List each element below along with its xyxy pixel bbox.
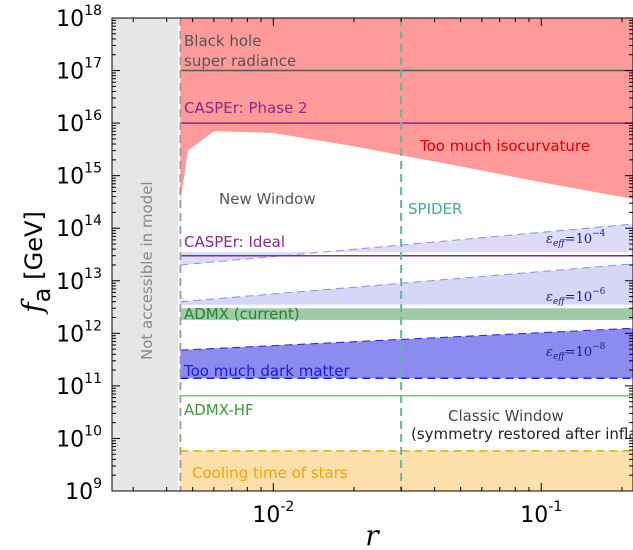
too-much-dm-label: Too much dark matter	[183, 362, 351, 380]
y-tick-label: 1012	[56, 318, 102, 347]
casper-phase2-label: CASPEr: Phase 2	[184, 99, 308, 117]
cooling-label: Cooling time of stars	[192, 464, 348, 482]
classic-window-label: Classic Window	[448, 407, 564, 425]
eps-label-1e-8: εeff=10−8	[546, 342, 606, 362]
eps-label-1e-4: εeff=10−4	[546, 229, 606, 249]
y-tick-label: 1014	[56, 213, 102, 242]
y-tick-label: 1018	[56, 3, 102, 32]
y-tick-label: 1013	[56, 266, 102, 295]
y-tick-label: 1017	[56, 56, 102, 85]
y-axis-unit: [GeV]	[20, 211, 48, 280]
x-tick-labels: 10-2 10-1	[252, 499, 562, 528]
y-tick-label: 1011	[56, 371, 102, 400]
x-tick-marks	[132, 18, 623, 491]
eps-band-1e-8	[180, 328, 633, 379]
admx-hf-label: ADMX-HF	[184, 401, 254, 419]
plot-frame	[111, 17, 633, 492]
black-hole-label-1: Black hole	[184, 32, 261, 50]
admx-current-band	[180, 308, 633, 320]
eps-edge-1e-6	[180, 263, 633, 303]
black-hole-label-2: super radiance	[184, 52, 296, 70]
eps-label-1e-6: εeff=10−6	[546, 287, 606, 307]
new-window-label: New Window	[219, 190, 316, 208]
y-axis-label: fa[GeV]	[16, 211, 56, 315]
eps-edge-1e-4	[180, 223, 633, 266]
casper-ideal-label: CASPEr: Ideal	[184, 233, 285, 251]
y-tick-marks	[112, 17, 633, 492]
y-axis-subscript: a	[28, 288, 56, 303]
isocurvature-region	[180, 18, 633, 202]
spider-label: SPIDER	[408, 200, 462, 218]
not-accessible-region	[112, 18, 178, 491]
too-much-isocurvature-label: Too much isocurvature	[419, 137, 590, 155]
not-accessible-label: Not accessible in model	[138, 181, 156, 360]
cooling-region	[180, 450, 633, 491]
y-tick-label: 109	[65, 476, 102, 505]
x-tick-label: 10-1	[520, 499, 562, 528]
x-axis-label: r	[365, 519, 380, 550]
y-tick-labels: 109 1010 1011 1012 1013 1014 1015 1016 1017 1018	[56, 3, 102, 505]
eps-band-1e-6	[180, 263, 633, 305]
admx-current-label: ADMX (current)	[184, 305, 300, 323]
classic-window-sublabel: (symmetry restored after inflation)	[411, 425, 633, 443]
x-tick-label: 10-2	[252, 499, 294, 528]
y-tick-label: 1010	[56, 423, 102, 452]
svg-text:fa[GeV]: fa[GeV]	[16, 211, 56, 315]
y-tick-label: 1015	[56, 161, 102, 190]
eps-edge-1e-8	[180, 327, 633, 351]
y-tick-label: 1016	[56, 108, 102, 137]
